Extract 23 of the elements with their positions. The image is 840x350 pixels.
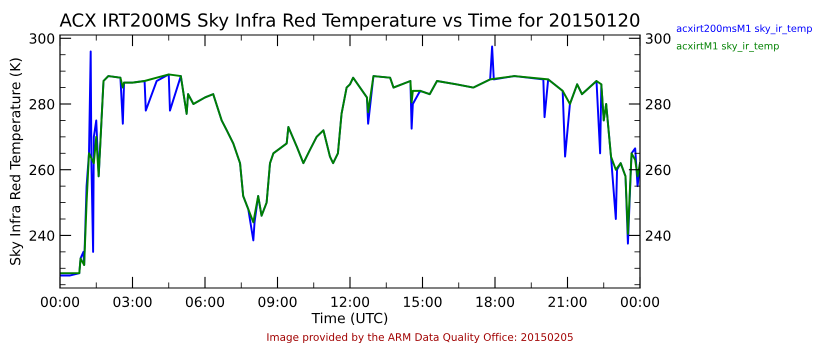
y2-tick-label: 240 <box>646 230 670 241</box>
y2-tick-label: 280 <box>646 98 670 110</box>
x-tick-label: 00:00 <box>40 296 80 308</box>
y2-tick-label: 260 <box>646 164 670 176</box>
x-tick-label: 21:00 <box>548 296 587 308</box>
y-tick-label: 260 <box>30 164 54 176</box>
x-tick-label: 15:00 <box>404 296 442 308</box>
y-tick-label: 280 <box>30 98 54 110</box>
text: acxirt200msM1 sky_ir_temp <box>676 24 812 34</box>
y-tick-label: 240 <box>30 230 54 241</box>
x-tick-label: 03:00 <box>113 296 152 308</box>
y2-tick-label: 300 <box>646 33 670 44</box>
x-tick-label: 06:00 <box>186 296 224 308</box>
x-axis-title: Time (UTC) <box>312 312 388 325</box>
y-axis-title: Sky Infra Red Temperature (K) <box>10 58 24 265</box>
text: acxirtM1 sky_ir_temp <box>676 42 779 52</box>
x-tick-label: 09:00 <box>258 296 297 308</box>
x-tick-label: 00:00 <box>620 296 660 308</box>
x-tick-label: 12:00 <box>332 296 370 308</box>
chart-title: ACX IRT200MS Sky Infra Red Temperature vs Time for 20150120 <box>60 12 640 30</box>
y-tick-label: 300 <box>30 33 54 44</box>
x-tick-label: 18:00 <box>476 296 514 308</box>
text: Image provided by the ARM Data Quality Office: 20150205 <box>267 332 573 343</box>
